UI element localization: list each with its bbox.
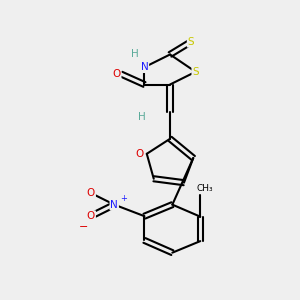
Text: H: H [131,50,139,59]
Text: O: O [87,188,95,198]
Text: N: N [110,200,118,210]
Text: +: + [120,194,127,203]
Text: H: H [138,112,146,122]
Text: S: S [188,37,194,47]
Text: O: O [112,69,121,79]
Text: O: O [136,149,144,159]
Text: O: O [87,211,95,221]
Text: CH₃: CH₃ [196,184,213,193]
Text: S: S [192,67,199,77]
Text: N: N [141,62,148,72]
Text: −: − [79,222,89,232]
